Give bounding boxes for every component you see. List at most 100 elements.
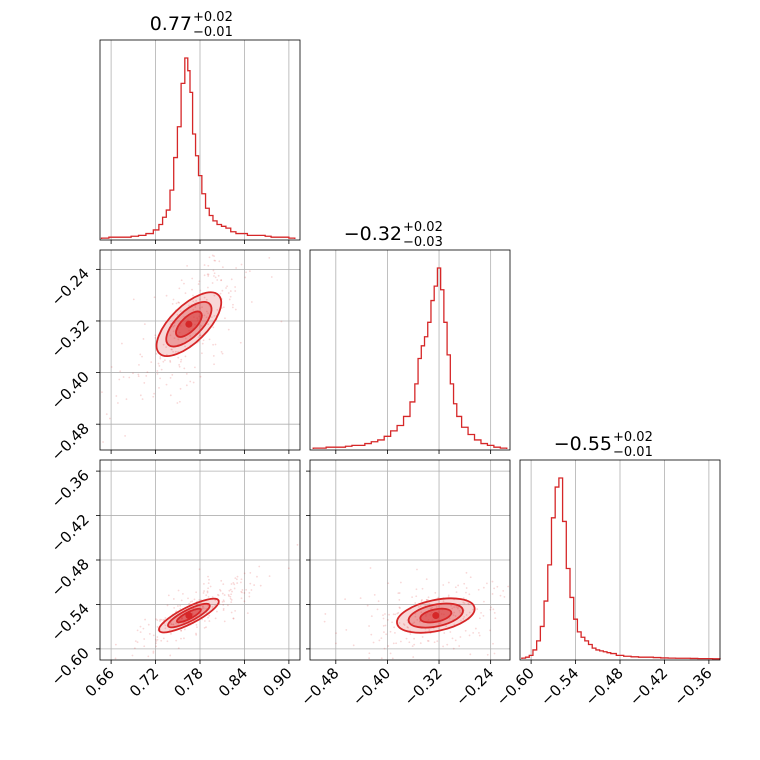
sample-point [156,372,159,375]
sample-point [175,622,177,625]
sample-point [180,358,183,361]
sample-point [164,624,167,627]
sample-point [172,325,175,328]
x-tick-label: 0.72 [126,664,162,700]
sample-point [121,342,123,345]
sample-point [197,283,200,285]
sample-point [184,337,187,340]
sample-point [207,312,209,315]
title-minus: −0.01 [613,445,653,460]
sample-point [413,643,416,646]
sample-point [203,264,206,266]
title-plus: +0.02 [193,10,233,25]
sample-point [397,592,400,595]
title-value: −0.55 [554,433,612,455]
sample-point [489,608,492,611]
sample-point [195,632,197,635]
sample-point [447,581,450,584]
sample-point [419,605,422,607]
sample-point [393,626,396,629]
sample-point [335,642,337,645]
title-minus: −0.03 [403,235,443,250]
sample-point [160,368,163,371]
sample-point [229,588,232,591]
sample-point [478,634,481,637]
sample-point [460,619,462,622]
sample-point [192,300,195,303]
sample-point [203,590,205,592]
sample-point [183,628,186,631]
sample-point [169,334,172,337]
sample-point [425,598,428,601]
sample-point [205,316,208,319]
sample-point [152,395,155,398]
sample-point [280,320,283,323]
sample-point [172,623,175,626]
sample-point [211,282,214,284]
sample-point [218,260,221,263]
sample-point [159,620,161,622]
sample-point [465,587,468,589]
sample-point [195,591,198,594]
x-tick-label: −0.24 [452,664,497,709]
title-value: −0.32 [344,223,402,245]
sample-point [388,613,390,616]
y-tick-label: −0.48 [48,555,93,600]
sample-point [399,607,401,609]
sample-point [191,288,193,291]
title-value: 0.77 [150,13,192,35]
sample-point [211,606,214,608]
sample-point [196,626,198,629]
sample-point [119,370,122,373]
sample-point [177,647,180,650]
sample-point [187,597,189,600]
sample-point [201,607,204,610]
sample-point [428,603,431,605]
sample-point [234,610,237,612]
sample-point [256,575,258,578]
sample-point [489,629,491,632]
sample-point [234,290,237,292]
sample-point [146,371,149,374]
sample-point [157,362,160,365]
sample-point [493,587,496,590]
sample-point [108,417,111,420]
sample-point [248,595,251,598]
sample-point [212,355,215,357]
sample-point [453,611,456,614]
sample-point [411,622,414,625]
sample-point [163,359,166,362]
sample-point [491,593,494,595]
sample-point [124,435,127,437]
sample-point [178,365,181,368]
sample-point [352,644,355,647]
sample-point [191,277,194,280]
sample-point [207,582,210,585]
sample-point [197,336,200,339]
sample-point [335,632,338,635]
sample-point [159,377,161,380]
sample-point [172,623,175,626]
sample-point [164,617,167,619]
sample-point [178,400,181,403]
sample-point [479,617,481,620]
sample-point [177,356,180,359]
sample-point [499,594,502,597]
sample-point [212,269,215,272]
sample-point [442,600,445,603]
sample-point [213,294,216,297]
sample-point [110,366,113,368]
sample-point [220,350,223,353]
sample-point [243,592,246,594]
sample-point [472,631,475,634]
x-tick-label: −0.32 [401,664,446,709]
sample-point [344,598,347,601]
sample-point [202,607,205,609]
sample-point [434,591,437,594]
sample-point [198,568,201,571]
sample-point [156,370,159,372]
sample-point [207,575,209,578]
sample-point [164,627,167,630]
sample-point [213,272,216,275]
sample-point [114,643,117,646]
